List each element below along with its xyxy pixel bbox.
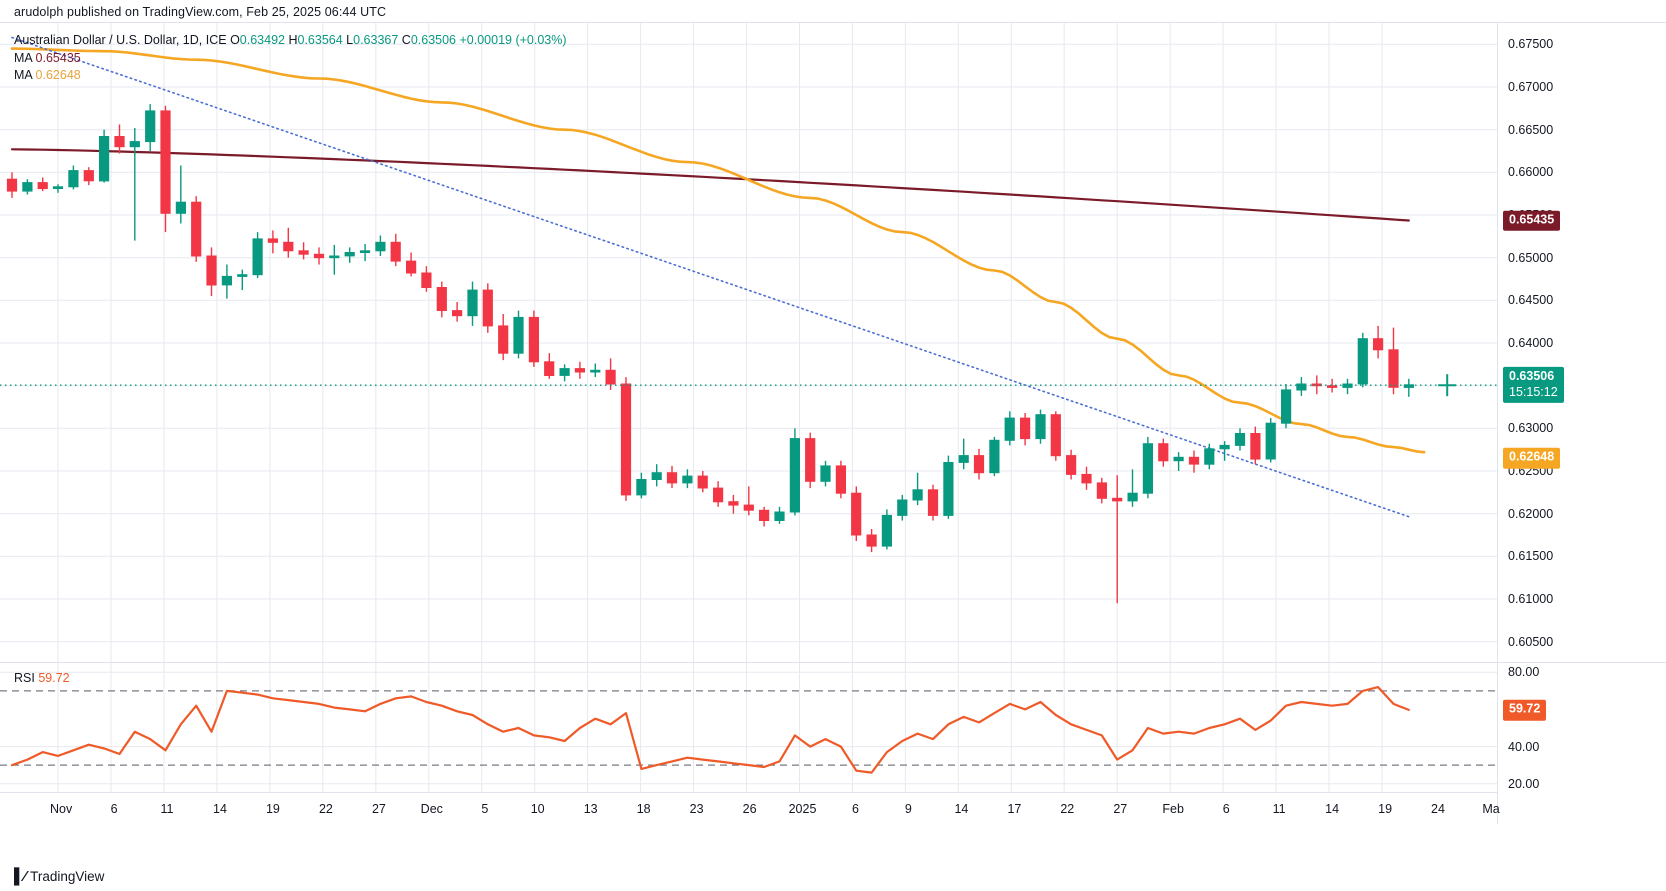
last-price-badge[interactable]: 0.63506 15:15:12	[1503, 367, 1564, 404]
ma2-price-badge[interactable]: 0.62648	[1503, 448, 1561, 469]
price-axis-tick: 0.61500	[1508, 549, 1554, 564]
rsi-axis[interactable]: 80.00 40.00 20.00 59.72	[1498, 662, 1666, 792]
time-axis-label: 27	[1113, 802, 1128, 816]
rsi-pane[interactable]: RSI 59.72	[0, 662, 1498, 792]
time-axis-label: 14	[1325, 802, 1340, 816]
time-axis-label: Ma	[1482, 802, 1500, 816]
time-axis-label: Dec	[420, 802, 443, 816]
tradingview-mark-icon: ▌⁄	[14, 868, 26, 885]
time-axis-label: Feb	[1162, 802, 1184, 816]
time-axis-label: 22	[1060, 802, 1075, 816]
time-axis-label: 17	[1007, 802, 1022, 816]
price-axis-tick: 0.62000	[1508, 506, 1554, 521]
time-axis-label: 6	[852, 802, 859, 816]
time-axis-label: 14	[954, 802, 969, 816]
badge-value: 0.63506	[1509, 369, 1555, 384]
time-axis-label: 13	[583, 802, 598, 816]
time-axis[interactable]: Nov 6 11 14 19 22 27 Dec 5 10 13 18 23 26 2025 6 9 14 17 22…	[0, 792, 1500, 824]
time-axis-label: 24	[1431, 802, 1445, 816]
legend-rsi-value: 59.72	[38, 671, 70, 685]
price-axis-tick: 0.67000	[1508, 80, 1554, 94]
chart-area[interactable]: Australian Dollar / U.S. Dollar, 1D, ICE…	[0, 22, 1666, 868]
price-pane[interactable]: Australian Dollar / U.S. Dollar, 1D, ICE…	[0, 22, 1498, 662]
time-axis-label: 11	[160, 802, 174, 816]
tradingview-wordmark: TradingView	[30, 869, 105, 884]
time-axis-label: 19	[1378, 802, 1393, 816]
price-axis[interactable]: 0.675000.670000.665000.660000.655000.650…	[1498, 22, 1666, 662]
badge-value: 0.65435	[1509, 212, 1555, 227]
price-axis-tick: 0.60500	[1508, 634, 1554, 649]
price-axis-tick: 0.66000	[1508, 165, 1554, 180]
badge-countdown: 15:15:12	[1509, 384, 1558, 399]
time-axis-label: 11	[1272, 802, 1286, 816]
badge-value: 0.62648	[1509, 450, 1555, 465]
price-axis-tick: 0.61000	[1508, 592, 1554, 606]
time-axis-label: 6	[110, 802, 118, 816]
time-axis-label: 9	[904, 802, 912, 816]
time-axis-label: 10	[530, 802, 545, 816]
time-axis-label: 18	[636, 802, 651, 816]
tradingview-logo: ▌⁄ TradingView	[14, 868, 104, 885]
price-chart-svg[interactable]	[0, 23, 1498, 662]
price-axis-tick: 0.65000	[1508, 250, 1554, 265]
time-axis-label: 2025	[788, 802, 817, 816]
price-axis-tick: 0.64000	[1508, 336, 1554, 350]
time-axis-label: 23	[689, 802, 704, 816]
time-axis-label: 5	[481, 802, 489, 816]
time-axis-label: 22	[318, 802, 333, 816]
price-axis-tick: 0.67500	[1508, 37, 1554, 52]
rsi-axis-tick: 40.00	[1508, 739, 1540, 754]
time-axis-label: 27	[371, 802, 386, 816]
time-axis-label: Nov	[49, 802, 73, 816]
publisher-attribution: arudolph published on TradingView.com, F…	[14, 5, 387, 19]
legend-rsi-label: RSI	[14, 671, 35, 685]
ma1-price-badge[interactable]: 0.65435	[1503, 210, 1561, 231]
rsi-axis-tick: 20.00	[1508, 776, 1540, 791]
rsi-axis-tick: 80.00	[1508, 665, 1540, 680]
price-axis-tick: 0.66500	[1508, 122, 1554, 137]
rsi-chart-svg[interactable]	[0, 663, 1498, 792]
chart-legend-rsi[interactable]: RSI 59.72	[14, 671, 70, 685]
rsi-value-badge[interactable]: 59.72	[1503, 699, 1547, 721]
time-axis-label: 6	[1222, 802, 1230, 816]
time-axis-label: 26	[742, 802, 757, 816]
time-axis-label: 14	[213, 802, 227, 816]
price-axis-tick: 0.63000	[1508, 421, 1554, 436]
price-axis-tick: 0.64500	[1508, 293, 1554, 308]
time-axis-label: 19	[265, 802, 280, 816]
